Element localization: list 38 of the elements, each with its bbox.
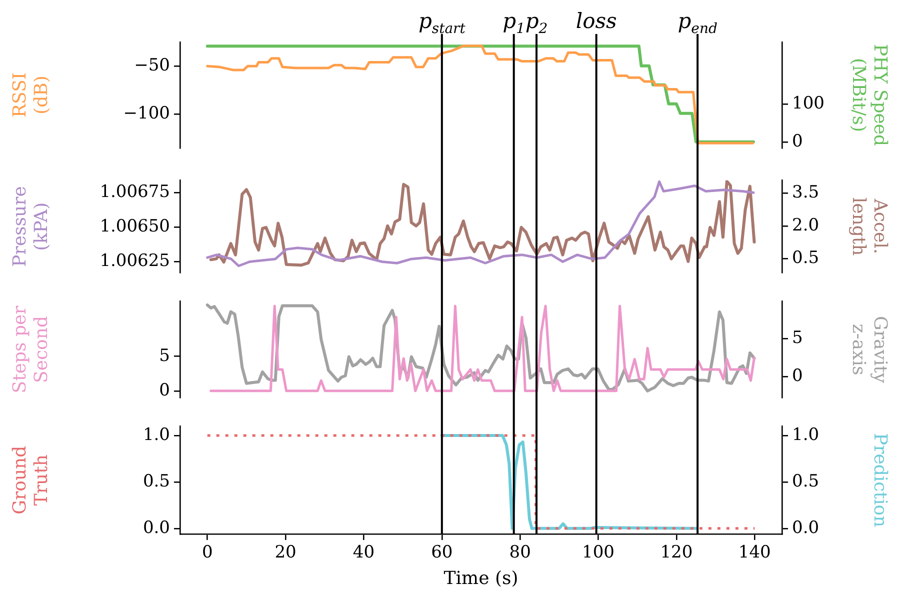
y2-axis-title: Prediction xyxy=(870,433,891,528)
ref-line-label: loss xyxy=(576,9,617,33)
y-tick-label: 0.5 xyxy=(142,471,170,492)
y-tick-label: −100 xyxy=(123,104,170,124)
y2-tick-label: 0.5 xyxy=(792,471,820,492)
y2-tick-label: 2.0 xyxy=(792,215,820,236)
y-axis-title: Ground Truth xyxy=(9,446,52,514)
y2-tick-label: 100 xyxy=(792,93,824,114)
y-axis-title: Steps per Second xyxy=(9,305,52,394)
y2-tick-label: 0.5 xyxy=(792,248,820,268)
y-tick-label: 1.00675 xyxy=(100,182,170,202)
x-tick-label: 120 xyxy=(660,542,693,563)
y-tick-label: 1.00625 xyxy=(100,251,170,272)
y2-tick-label: 3.5 xyxy=(792,182,820,203)
x-tick-label: 0 xyxy=(202,542,213,563)
y2-tick-label: 5 xyxy=(792,328,803,348)
y2-axis-title: PHY Speed (MBit/s) xyxy=(848,44,891,146)
y2-tick-label: 0 xyxy=(792,366,803,386)
y-tick-label: 5 xyxy=(159,346,170,366)
x-tick-label: 20 xyxy=(274,542,296,563)
y-tick-label: 1.00650 xyxy=(100,216,170,237)
x-tick-label: 140 xyxy=(738,542,771,563)
y-axis-title: RSSI (dB) xyxy=(9,72,52,118)
y-tick-label: −50 xyxy=(134,56,170,76)
x-tick-label: 100 xyxy=(582,542,614,563)
y2-tick-label: 0 xyxy=(792,131,803,152)
x-tick-label: 40 xyxy=(352,542,375,563)
y2-tick-label: 0.0 xyxy=(792,518,820,538)
y-tick-label: 0 xyxy=(159,380,170,400)
x-tick-label: 60 xyxy=(431,542,453,563)
y2-tick-label: 1.0 xyxy=(792,424,820,445)
y2-axis-title: Accel. length xyxy=(848,197,891,256)
y2-axis-title: Gravity z-axis xyxy=(848,316,891,384)
x-tick-label: 80 xyxy=(509,542,531,563)
x-axis-title: Time (s) xyxy=(444,568,518,589)
y-axis-title: Pressure (kPA) xyxy=(9,186,52,267)
y-tick-label: 1.0 xyxy=(142,424,170,445)
y-tick-label: 0.0 xyxy=(142,518,170,538)
